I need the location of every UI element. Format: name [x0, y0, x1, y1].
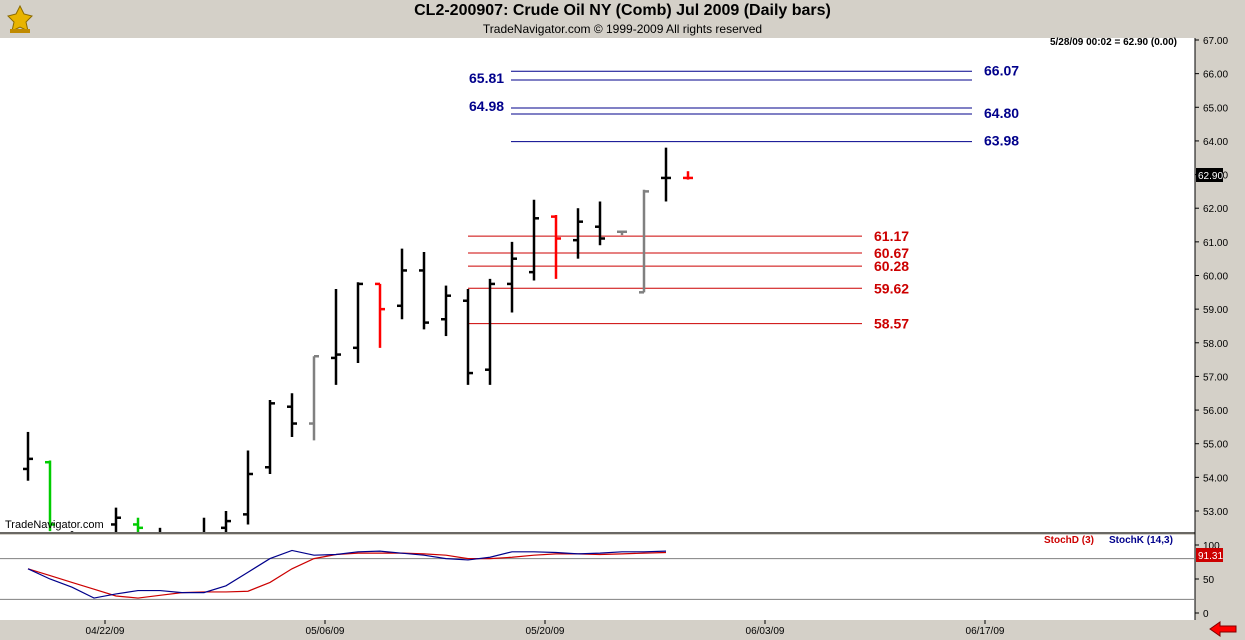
x-tick-label: 05/20/09 — [526, 626, 565, 637]
chart-header: CL2-200907: Crude Oil NY (Comb) Jul 2009… — [0, 0, 1245, 38]
ohlc-bar — [551, 214, 561, 279]
target-level-label: 66.07 — [984, 62, 1019, 78]
price-tick-label: 66.00 — [1203, 70, 1228, 81]
ohlc-bar — [661, 147, 671, 202]
stoch-tick-label: 0 — [1203, 609, 1209, 620]
ohlc-bar — [441, 285, 451, 337]
ohlc-bar — [419, 251, 429, 330]
ohlc-bar — [485, 278, 495, 385]
price-tick-label: 61.00 — [1203, 238, 1228, 249]
ohlc-bar — [111, 507, 121, 532]
last-price-tag-bg — [1196, 168, 1223, 182]
x-tick-label: 04/22/09 — [86, 626, 125, 637]
stoch-tick-label: 100 — [1203, 541, 1220, 552]
ohlc-bar — [45, 460, 55, 532]
chart-subtitle: TradeNavigator.com © 1999-2009 All right… — [482, 22, 763, 36]
ohlc-bar — [397, 248, 407, 320]
ohlc-bar — [331, 288, 341, 385]
ohlc-bar — [287, 393, 297, 437]
price-levels: 66.07 65.81 64.98 64.80 63.98 61.1760.6760.28… — [468, 62, 1019, 332]
stoch-last-tag-bg — [1196, 548, 1223, 562]
stoch-k-legend: StochK (14,3) — [1109, 535, 1173, 546]
ohlc-bar — [529, 199, 539, 281]
stoch-panel — [0, 535, 1195, 620]
ohlc-bar — [309, 354, 319, 441]
ohlc-bar — [353, 282, 363, 363]
price-y-axis: 67.0066.0065.0064.0063.0062.0061.0060.00… — [1195, 36, 1228, 518]
price-tick-label: 65.00 — [1203, 103, 1228, 114]
quote-readout: 5/28/09 00:02 = 62.90 (0.00) — [1049, 37, 1177, 48]
price-tick-label: 56.00 — [1203, 406, 1228, 417]
support-level-label: 58.57 — [874, 316, 909, 332]
ohlc-bar — [595, 201, 605, 246]
last-price-tag: 62.90 — [1198, 171, 1223, 182]
stoch-d-line — [27, 551, 667, 599]
price-tick-label: 55.00 — [1203, 440, 1228, 451]
price-tick-label: 60.00 — [1203, 272, 1228, 283]
ohlc-bar — [683, 171, 693, 180]
chart-title: CL2-200907: Crude Oil NY (Comb) Jul 2009… — [414, 2, 831, 19]
scroll-left-arrow-icon[interactable] — [1208, 621, 1238, 637]
stoch-tick-label: 50 — [1203, 575, 1215, 586]
price-tick-label: 62.00 — [1203, 204, 1228, 215]
x-axis: 04/22/09 05/06/09 05/20/09 06/03/09 06/17/09 — [86, 620, 1005, 637]
ohlc-bar — [639, 189, 649, 294]
price-tick-label: 58.00 — [1203, 339, 1228, 350]
target-level-label: 65.81 — [469, 70, 504, 86]
stoch-lines — [27, 549, 667, 599]
x-tick-label: 06/17/09 — [966, 626, 1005, 637]
ohlc-bar — [133, 517, 143, 532]
price-tick-label: 67.00 — [1203, 36, 1228, 47]
price-tick-label: 54.00 — [1203, 473, 1228, 484]
ohlc-bar — [463, 288, 473, 385]
stoch-last-tag: 91.31 — [1198, 551, 1223, 562]
time-axis — [0, 620, 1245, 640]
trade-navigator-logo — [7, 4, 33, 33]
ohlc-bar — [265, 399, 275, 474]
price-panel — [0, 38, 1195, 532]
price-tick-label: 57.00 — [1203, 372, 1228, 383]
price-tick-label: 64.00 — [1203, 137, 1228, 148]
ohlc-bar — [617, 230, 627, 236]
support-level-label: 60.28 — [874, 258, 909, 274]
price-tick-label: 53.00 — [1203, 507, 1228, 518]
target-level-label: 64.98 — [469, 98, 504, 114]
ohlc-bar — [375, 282, 385, 348]
x-tick-label: 06/03/09 — [746, 626, 785, 637]
price-bars — [23, 147, 693, 532]
ohlc-bar — [23, 431, 33, 481]
x-tick-label: 05/06/09 — [306, 626, 345, 637]
ohlc-bar — [221, 511, 231, 532]
value-tags: 62.90 91.31 — [1196, 168, 1223, 562]
price-tick-label: 59.00 — [1203, 305, 1228, 316]
stoch-y-axis: 100 50 0 — [0, 541, 1220, 620]
support-level-label: 60.67 — [874, 245, 909, 261]
target-level-label: 63.98 — [984, 133, 1019, 149]
ohlc-bar — [243, 450, 253, 525]
target-level-label: 64.80 — [984, 105, 1019, 121]
stoch-k-line — [27, 549, 667, 599]
ohlc-bar — [507, 241, 517, 313]
stoch-d-legend: StochD (3) — [1044, 535, 1094, 546]
watermark: TradeNavigator.com — [5, 519, 104, 531]
ohlc-bar — [573, 208, 583, 259]
support-level-label: 61.17 — [874, 228, 909, 244]
support-level-label: 59.62 — [874, 280, 909, 296]
